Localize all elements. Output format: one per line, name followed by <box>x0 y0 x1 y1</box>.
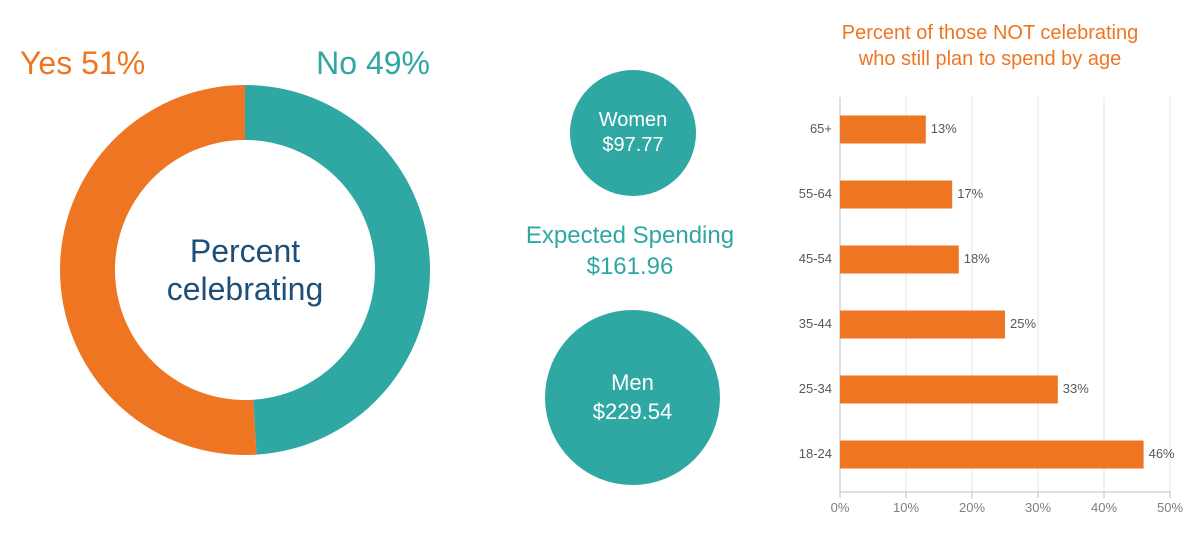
bubble-men-label: Men <box>611 369 654 398</box>
donut-yes-label: Yes 51% <box>20 45 145 82</box>
bubble-men-value: $229.54 <box>593 398 673 427</box>
bar-chart: Percent of those NOT celebrating who sti… <box>790 20 1190 520</box>
svg-text:0%: 0% <box>831 500 850 515</box>
svg-text:10%: 10% <box>893 500 919 515</box>
bar-chart-title: Percent of those NOT celebrating who sti… <box>790 20 1190 72</box>
svg-text:25-34: 25-34 <box>799 381 832 396</box>
svg-text:45-54: 45-54 <box>799 251 832 266</box>
svg-text:30%: 30% <box>1025 500 1051 515</box>
expected-spending-label: Expected Spending <box>526 222 734 249</box>
donut-no-label: No 49% <box>316 45 430 82</box>
svg-text:20%: 20% <box>959 500 985 515</box>
bubble-men: Men $229.54 <box>545 310 720 485</box>
bubble-women-label: Women <box>599 108 668 133</box>
bubble-women-value: $97.77 <box>602 133 663 158</box>
svg-text:40%: 40% <box>1091 500 1117 515</box>
svg-text:35-44: 35-44 <box>799 316 832 331</box>
svg-text:18%: 18% <box>964 251 990 266</box>
donut-svg <box>60 85 430 455</box>
svg-text:55-64: 55-64 <box>799 186 832 201</box>
donut-chart: Yes 51% No 49% Percent celebrating <box>20 30 460 510</box>
svg-text:13%: 13% <box>931 121 957 136</box>
spending-panel: Women $97.77 Expected Spending $161.96 M… <box>490 30 770 510</box>
svg-text:50%: 50% <box>1157 500 1183 515</box>
svg-text:25%: 25% <box>1010 316 1036 331</box>
svg-text:18-24: 18-24 <box>799 446 832 461</box>
expected-spending-value: $161.96 <box>587 253 674 280</box>
expected-spending: Expected Spending $161.96 <box>490 220 770 282</box>
svg-text:17%: 17% <box>957 186 983 201</box>
svg-text:65+: 65+ <box>810 121 832 136</box>
bubble-women: Women $97.77 <box>570 70 696 196</box>
svg-text:46%: 46% <box>1149 446 1175 461</box>
svg-text:33%: 33% <box>1063 381 1089 396</box>
bar-chart-svg: 65+ 13% 55-64 17% 45-54 18% 35-44 25% 25-34 33% 18… <box>790 87 1190 527</box>
